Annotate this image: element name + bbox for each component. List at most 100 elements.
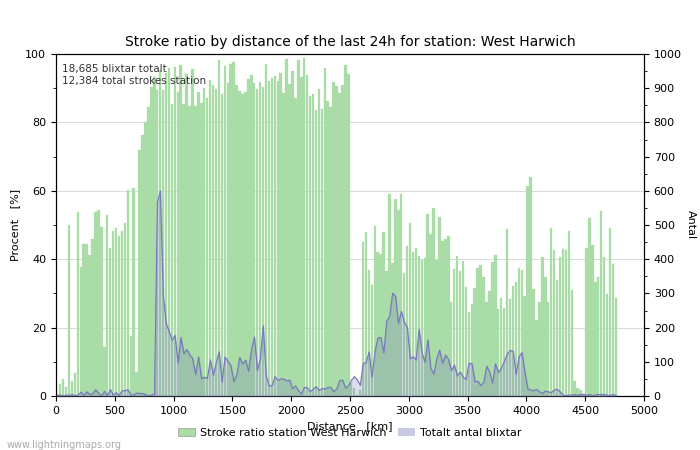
Bar <box>382 232 385 396</box>
Bar <box>223 66 226 396</box>
Bar <box>588 218 591 396</box>
Bar <box>124 224 126 396</box>
Bar <box>470 304 473 396</box>
Bar <box>118 236 120 396</box>
Bar <box>176 92 179 396</box>
Bar <box>406 246 408 396</box>
Bar <box>194 106 197 396</box>
Bar <box>458 271 461 396</box>
Bar <box>323 68 326 396</box>
Bar <box>132 188 135 396</box>
Bar <box>159 70 162 396</box>
Bar <box>435 260 438 396</box>
Bar <box>433 208 435 396</box>
Bar <box>62 379 64 396</box>
Bar <box>494 255 496 396</box>
Bar <box>179 65 182 396</box>
Bar <box>153 77 155 396</box>
Bar <box>538 302 540 396</box>
Bar <box>503 308 505 396</box>
Bar <box>321 109 323 396</box>
Bar <box>379 254 382 396</box>
Y-axis label: Procent   [%]: Procent [%] <box>10 189 20 261</box>
Bar <box>597 277 599 396</box>
Title: Stroke ratio by distance of the last 24h for station: West Harwich: Stroke ratio by distance of the last 24h… <box>125 35 575 49</box>
Bar <box>312 94 314 396</box>
Bar <box>65 387 67 396</box>
Bar <box>573 381 576 396</box>
Bar <box>385 271 388 396</box>
Bar <box>238 90 241 396</box>
Bar <box>191 68 194 396</box>
Bar <box>568 231 570 396</box>
Bar <box>80 267 82 396</box>
Bar <box>444 239 447 396</box>
Bar <box>576 388 579 396</box>
Bar <box>403 273 405 396</box>
Bar <box>171 104 173 396</box>
Bar <box>462 261 464 396</box>
Bar <box>488 291 491 396</box>
Bar <box>279 72 282 396</box>
Bar <box>565 250 567 396</box>
Bar <box>438 217 441 396</box>
Bar <box>253 83 256 396</box>
Bar <box>232 62 235 396</box>
Bar <box>424 258 426 396</box>
Bar <box>570 290 573 396</box>
Bar <box>418 256 420 396</box>
Bar <box>291 71 294 396</box>
Bar <box>85 243 88 396</box>
Bar <box>529 177 532 396</box>
Bar <box>377 252 379 396</box>
Bar <box>97 210 99 396</box>
Bar <box>115 228 118 396</box>
Bar <box>156 90 158 396</box>
Bar <box>609 228 611 396</box>
Bar <box>120 231 123 396</box>
Bar <box>359 391 361 396</box>
Bar <box>344 65 346 396</box>
Bar <box>109 248 111 396</box>
Bar <box>517 268 520 396</box>
Bar <box>374 226 376 396</box>
Bar <box>441 241 444 396</box>
Bar <box>218 60 220 396</box>
Bar <box>450 302 452 396</box>
Bar <box>332 82 335 396</box>
Bar <box>168 68 170 396</box>
Bar <box>286 59 288 396</box>
Bar <box>397 210 400 396</box>
Bar <box>68 225 70 396</box>
Bar <box>76 212 79 396</box>
Bar <box>606 294 608 396</box>
Bar <box>580 390 582 396</box>
Bar <box>215 90 217 396</box>
Bar <box>491 262 494 396</box>
Bar <box>235 85 238 396</box>
Bar <box>282 93 285 396</box>
Bar <box>183 104 185 396</box>
Bar <box>300 77 302 396</box>
Bar <box>391 263 393 396</box>
Bar <box>506 229 508 396</box>
Bar <box>400 194 402 396</box>
Bar <box>547 302 550 396</box>
Bar <box>603 256 606 396</box>
Bar <box>485 302 488 396</box>
Bar <box>468 312 470 396</box>
Bar <box>456 256 458 396</box>
Bar <box>318 89 320 396</box>
Bar <box>521 270 523 396</box>
Bar <box>426 214 429 396</box>
Bar <box>330 107 332 396</box>
Bar <box>106 215 108 396</box>
Bar <box>350 383 353 396</box>
Bar <box>465 287 467 396</box>
Bar <box>259 82 261 396</box>
Bar <box>536 320 538 396</box>
Bar <box>473 288 476 396</box>
Bar <box>127 190 129 396</box>
Bar <box>347 74 349 396</box>
Bar <box>585 248 588 396</box>
